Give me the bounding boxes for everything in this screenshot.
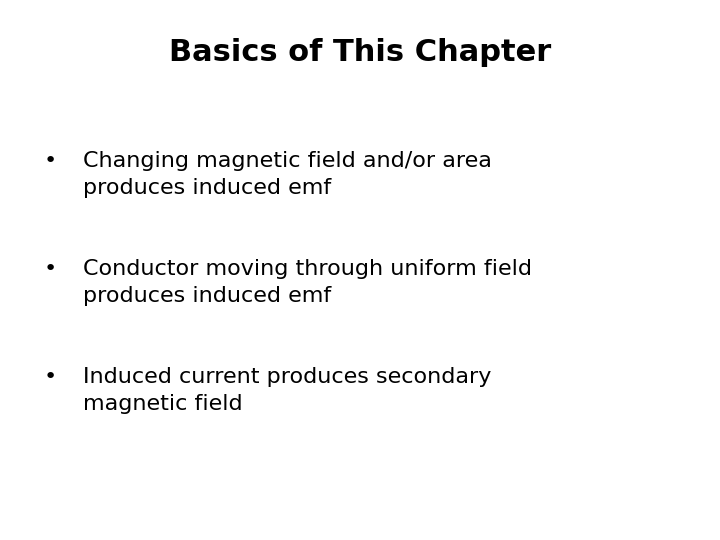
Text: •: • [44,151,57,171]
Text: Basics of This Chapter: Basics of This Chapter [169,38,551,67]
Text: Changing magnetic field and/or area
produces induced emf: Changing magnetic field and/or area prod… [83,151,492,198]
Text: Conductor moving through uniform field
produces induced emf: Conductor moving through uniform field p… [83,259,532,306]
Text: •: • [44,367,57,387]
Text: •: • [44,259,57,279]
Text: Induced current produces secondary
magnetic field: Induced current produces secondary magne… [83,367,491,414]
